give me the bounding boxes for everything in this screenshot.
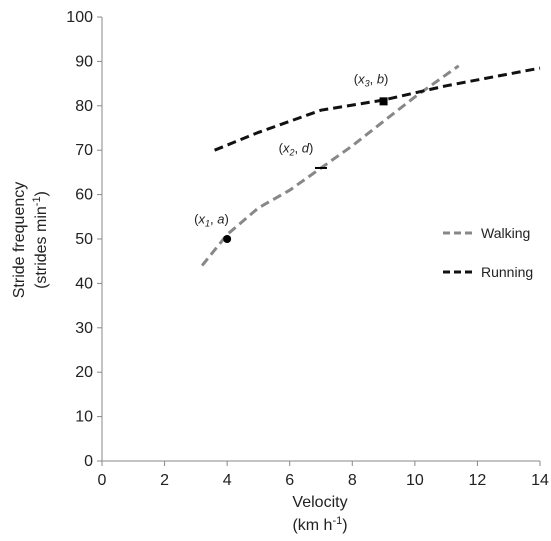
tick-marks — [97, 16, 541, 466]
y-tick-label: 30 — [75, 320, 93, 337]
x-tick-label: 2 — [160, 472, 169, 489]
x-tick-label: 12 — [469, 472, 487, 489]
point-markers — [223, 97, 388, 243]
y-tick-label: 90 — [75, 53, 93, 70]
y-tick-label: 60 — [75, 187, 93, 204]
axes — [101, 17, 540, 462]
x-axis-title: Velocity — [292, 494, 347, 511]
marker-circle — [223, 235, 232, 243]
series-line-walking — [200, 64, 460, 267]
legend-label-running: Running — [481, 264, 533, 280]
tick-labels: 0 10 20 30 40 50 60 70 80 90 100 0 2 4 6 8 10 12 14 — [66, 9, 549, 489]
x-tick-label: 4 — [223, 472, 232, 489]
x-axis-unit: (km h-1) — [292, 515, 347, 534]
y-tick-label: 80 — [75, 98, 93, 115]
y-axis-unit: (strides min-1) — [31, 191, 50, 289]
x-tick-label: 14 — [531, 472, 549, 489]
y-tick-label: 70 — [75, 142, 93, 159]
x-tick-label: 10 — [406, 472, 424, 489]
point-annotations: (x1, a) (x2, d) (x3, b) — [194, 72, 388, 229]
y-tick-label: 10 — [75, 409, 93, 426]
y-axis-title: Stride frequency — [11, 182, 28, 299]
point-annotation: (x1, a) — [194, 211, 229, 228]
x-tick-label: 6 — [285, 472, 294, 489]
y-tick-label: 40 — [75, 275, 93, 292]
y-tick-label: 50 — [75, 231, 93, 248]
x-tick-label: 0 — [98, 472, 107, 489]
point-annotation: (x2, d) — [279, 140, 314, 157]
point-annotation: (x3, b) — [354, 72, 389, 89]
y-tick-label: 20 — [75, 364, 93, 381]
series-line-running — [214, 66, 541, 152]
legend: Walking Running — [443, 225, 533, 280]
marker-square — [379, 97, 388, 106]
y-tick-label: 0 — [84, 453, 93, 470]
x-tick-label: 8 — [348, 472, 357, 489]
y-tick-label: 100 — [66, 9, 93, 26]
legend-label-walking: Walking — [481, 225, 530, 241]
